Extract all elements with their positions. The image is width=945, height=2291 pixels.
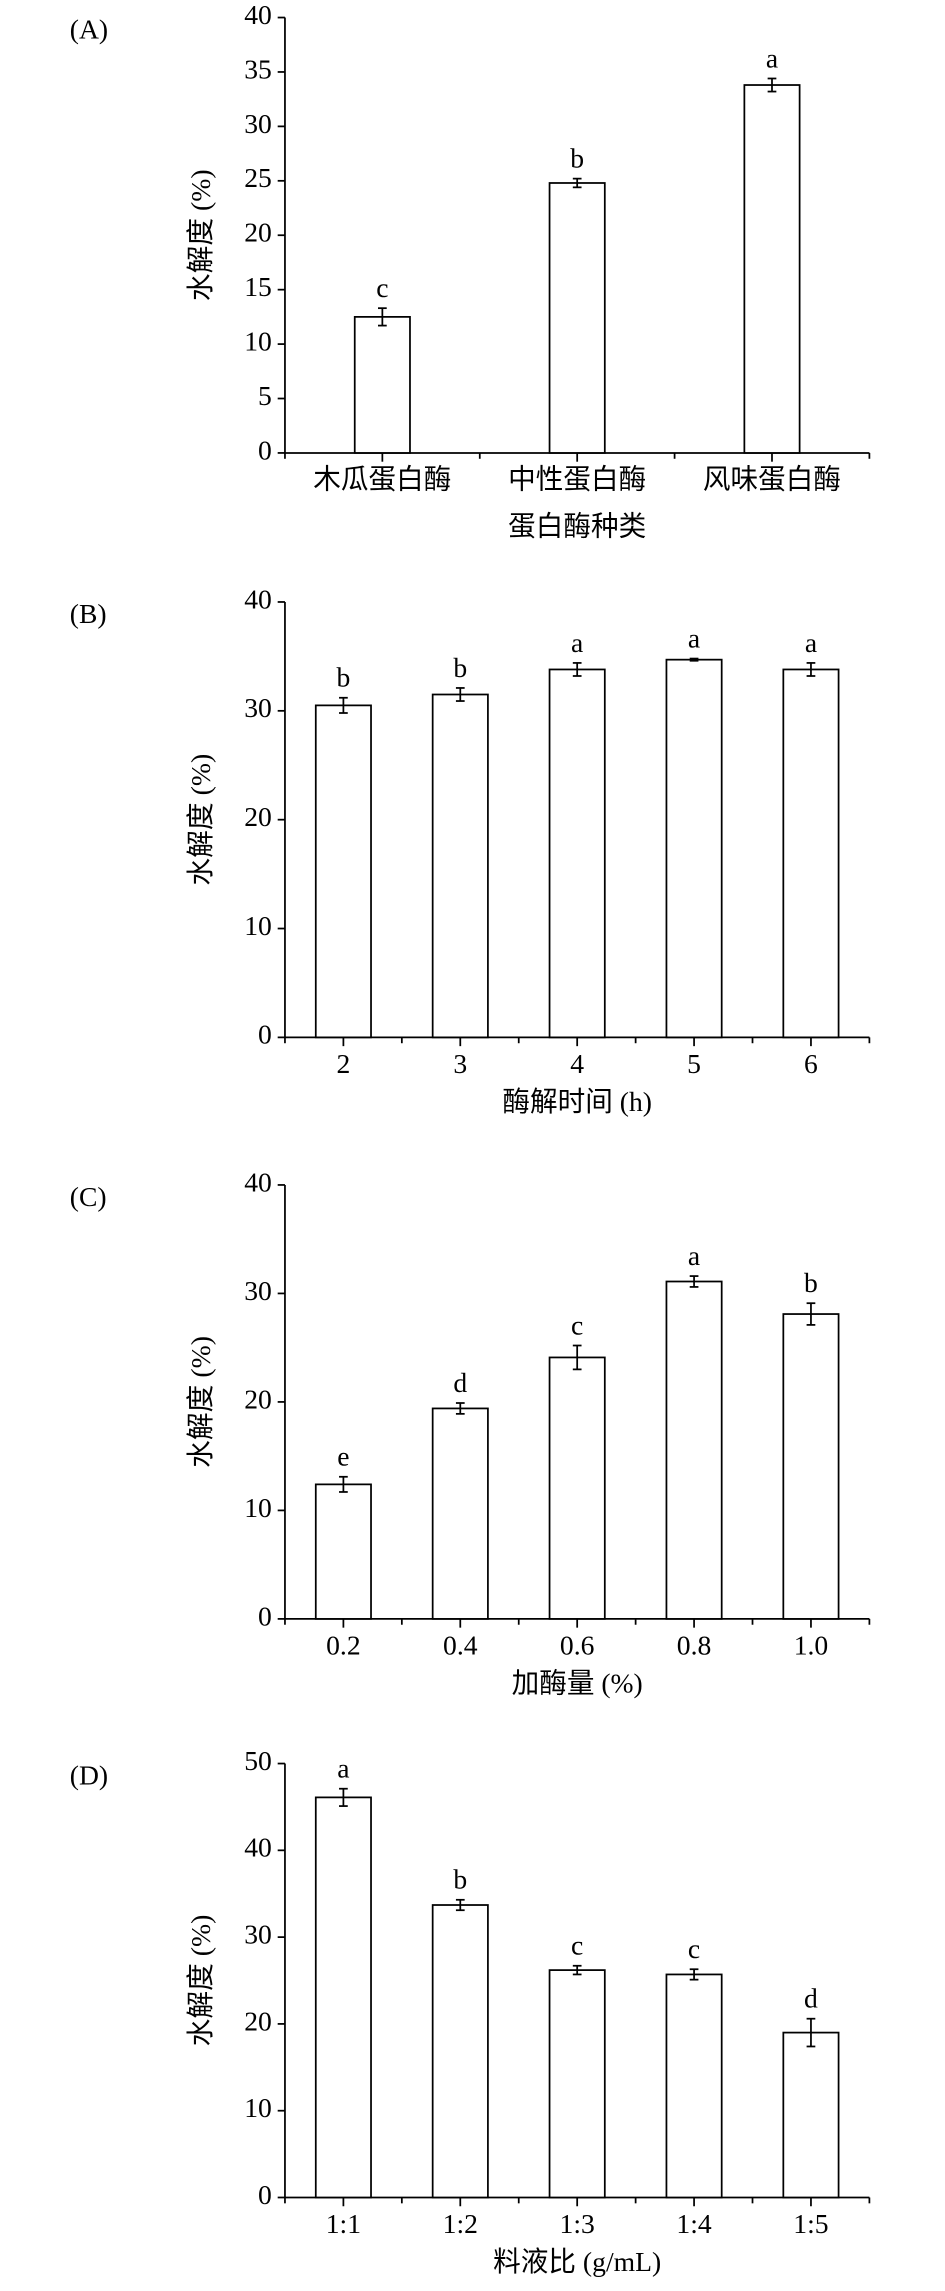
y-tick-label: 0 [258, 1019, 272, 1050]
bar [665, 1280, 723, 1620]
y-tick-label: 20 [244, 2005, 272, 2036]
significance-letter: c [571, 1309, 583, 1340]
significance-letter: a [688, 1240, 700, 1271]
significance-letter: e [337, 1441, 349, 1472]
y-tick-label: 10 [244, 910, 272, 941]
bar [548, 1969, 606, 2199]
significance-letter: b [453, 652, 467, 683]
x-tick-label: 3 [453, 1048, 467, 1079]
bar [314, 1483, 372, 1620]
y-tick-label: 5 [258, 380, 272, 411]
x-tick-label: 6 [804, 1048, 818, 1079]
significance-letter: b [804, 1267, 818, 1298]
bar [431, 1904, 489, 2199]
y-tick-label: 10 [244, 325, 272, 356]
panel-label: (C) [70, 1181, 107, 1212]
significance-letter: a [688, 622, 700, 653]
bar [782, 668, 840, 1039]
bar [314, 1796, 372, 2199]
y-axis-label: 水解度 (%) [185, 754, 216, 886]
x-tick-label: 1:2 [443, 2208, 478, 2239]
y-axis-label: 水解度 (%) [185, 1336, 216, 1468]
x-tick-label: 0.8 [677, 1629, 712, 1660]
x-tick-label: 中性蛋白酶 [508, 463, 646, 494]
x-tick-label: 木瓜蛋白酶 [313, 463, 451, 494]
y-tick-label: 20 [244, 1383, 272, 1414]
significance-letter: c [376, 272, 388, 303]
y-tick-label: 10 [244, 1492, 272, 1523]
y-tick-label: 50 [244, 1745, 272, 1776]
significance-letter: a [571, 627, 583, 658]
x-tick-label: 0.2 [326, 1629, 361, 1660]
x-tick-label: 风味蛋白酶 [703, 463, 841, 494]
panel-label: (D) [70, 1759, 108, 1790]
bar [548, 182, 606, 454]
x-axis-label: 酶解时间 (h) [502, 1086, 652, 1117]
y-tick-label: 40 [244, 0, 272, 30]
x-tick-label: 1:5 [793, 2208, 828, 2239]
y-axis-label: 水解度 (%) [185, 169, 216, 301]
significance-letter: d [804, 1982, 818, 2013]
x-tick-label: 5 [687, 1048, 701, 1079]
significance-letter: a [337, 1752, 349, 1783]
bar [665, 658, 723, 1039]
bar [782, 1313, 840, 1620]
y-tick-label: 30 [244, 692, 272, 723]
y-tick-label: 35 [244, 53, 272, 84]
panel-label: (A) [70, 13, 108, 44]
y-tick-label: 40 [244, 1832, 272, 1863]
y-tick-label: 0 [258, 1600, 272, 1631]
bar [548, 668, 606, 1039]
y-tick-label: 0 [258, 434, 272, 465]
significance-letter: a [805, 627, 817, 658]
bar [431, 693, 489, 1039]
y-tick-label: 40 [244, 1166, 272, 1197]
significance-letter: c [688, 1933, 700, 1964]
significance-letter: d [453, 1367, 467, 1398]
x-tick-label: 1:3 [560, 2208, 595, 2239]
y-tick-label: 20 [244, 801, 272, 832]
bar [431, 1407, 489, 1620]
x-tick-label: 0.6 [560, 1629, 595, 1660]
significance-letter: b [453, 1864, 467, 1895]
significance-letter: b [570, 142, 584, 173]
x-axis-label: 蛋白酶种类 [508, 510, 646, 541]
y-tick-label: 30 [244, 108, 272, 139]
bar [353, 315, 411, 454]
x-tick-label: 0.4 [443, 1629, 478, 1660]
y-tick-label: 30 [244, 1275, 272, 1306]
x-tick-label: 2 [336, 1048, 350, 1079]
x-axis-label: 料液比 (g/mL) [493, 2246, 661, 2277]
y-tick-label: 25 [244, 162, 272, 193]
bar [548, 1356, 606, 1620]
bar [665, 1973, 723, 2199]
bar [743, 84, 801, 454]
y-tick-label: 40 [244, 583, 272, 614]
y-tick-label: 0 [258, 2179, 272, 2210]
bar [782, 2031, 840, 2199]
x-tick-label: 4 [570, 1048, 584, 1079]
y-tick-label: 30 [244, 1918, 272, 1949]
x-tick-label: 1:1 [326, 2208, 361, 2239]
x-tick-label: 1.0 [794, 1629, 829, 1660]
y-tick-label: 20 [244, 217, 272, 248]
x-tick-label: 1:4 [676, 2208, 711, 2239]
significance-letter: b [336, 662, 350, 693]
panel-label: (B) [70, 598, 107, 629]
y-tick-label: 15 [244, 271, 272, 302]
y-tick-label: 10 [244, 2092, 272, 2123]
y-axis-label: 水解度 (%) [185, 1915, 216, 2047]
significance-letter: c [571, 1930, 583, 1961]
significance-letter: a [766, 42, 778, 73]
bar [314, 704, 372, 1039]
x-axis-label: 加酶量 (%) [512, 1667, 643, 1698]
